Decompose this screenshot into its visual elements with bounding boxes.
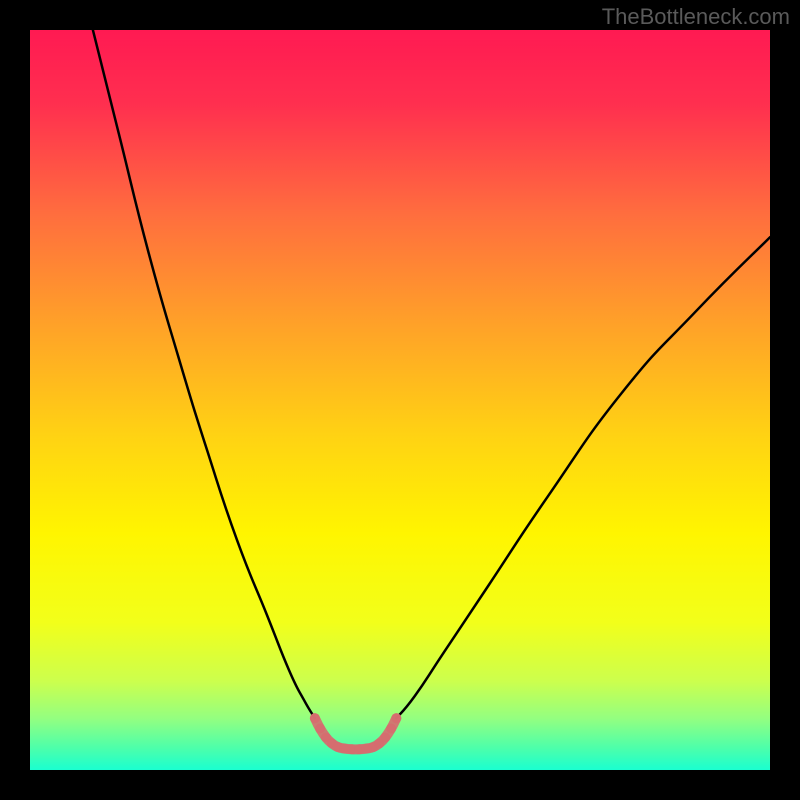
chart-container: TheBottleneck.com	[0, 0, 800, 800]
plot-background	[30, 30, 770, 770]
bottleneck-chart	[0, 0, 800, 800]
watermark-label: TheBottleneck.com	[602, 4, 790, 30]
